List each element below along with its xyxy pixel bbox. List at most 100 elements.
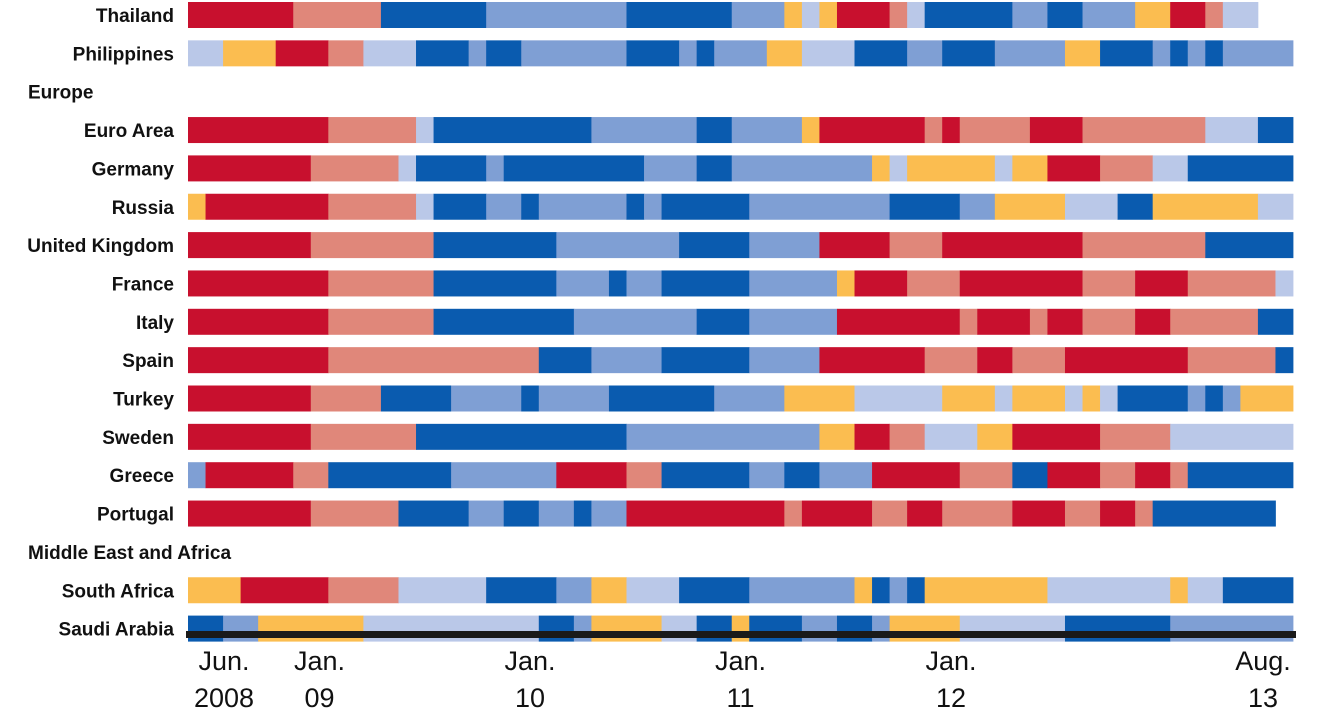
cell-dark-red	[977, 347, 1013, 374]
cell-dark-red	[1029, 117, 1083, 144]
cell-mid-blue	[714, 385, 785, 412]
cell-dark-blue	[416, 40, 470, 67]
cell-mid-blue	[1187, 385, 1206, 412]
cell-salmon	[784, 500, 803, 527]
cell-mid-blue	[538, 385, 610, 412]
x-tick-label: Jan.	[925, 646, 976, 676]
cell-mid-blue	[1222, 385, 1241, 412]
cell-dark-blue	[521, 193, 540, 220]
cell-salmon	[1170, 308, 1259, 335]
cell-mid-blue	[644, 155, 698, 182]
cell-yellow	[942, 385, 996, 412]
cell-light-blue	[994, 155, 1013, 182]
cell-dark-blue	[1205, 40, 1224, 67]
cell-light-blue	[1170, 423, 1294, 450]
cell-dark-red	[854, 270, 908, 297]
row-south-africa: South Africa	[62, 577, 1294, 604]
cell-salmon	[959, 308, 978, 335]
row-spain: Spain	[122, 347, 1294, 374]
cell-yellow	[188, 577, 242, 604]
cell-mid-blue	[1152, 40, 1171, 67]
cell-salmon	[1205, 2, 1224, 28]
cell-light-blue	[1152, 155, 1189, 182]
country-label: Greece	[110, 466, 174, 487]
cell-salmon	[959, 462, 1013, 489]
country-label: Thailand	[96, 6, 174, 27]
cell-salmon	[328, 193, 417, 220]
cell-dark-red	[188, 385, 312, 412]
cell-dark-blue	[608, 270, 627, 297]
cell-mid-blue	[591, 500, 627, 527]
cell-light-blue	[416, 117, 434, 144]
cell-salmon	[1135, 500, 1154, 527]
cell-mid-blue	[486, 193, 522, 220]
cell-dark-blue	[486, 40, 522, 67]
cell-dark-red	[188, 155, 312, 182]
row-united-kingdom: United Kingdom	[27, 232, 1294, 259]
cell-light-blue	[1222, 2, 1259, 28]
x-tick-label: 2008	[194, 683, 254, 713]
cell-dark-red	[188, 423, 312, 450]
cell-salmon	[1170, 462, 1189, 489]
cell-dark-blue	[679, 232, 750, 259]
cell-salmon	[959, 117, 1031, 144]
cell-dark-blue	[696, 117, 733, 144]
cell-dark-blue	[398, 500, 470, 527]
cell-dark-red	[556, 462, 627, 489]
cell-dark-blue	[661, 193, 750, 220]
cell-yellow	[907, 155, 996, 182]
cell-dark-red	[1047, 462, 1101, 489]
cell-salmon	[1082, 232, 1206, 259]
cell-dark-red	[626, 500, 785, 527]
x-tick-label: Jan.	[504, 646, 555, 676]
cell-salmon	[1082, 117, 1206, 144]
cell-dark-red	[977, 308, 1031, 335]
row-turkey: Turkey	[113, 385, 1294, 412]
cell-mid-blue	[486, 155, 505, 182]
cell-dark-blue	[1205, 232, 1294, 259]
cell-mid-blue	[1012, 2, 1048, 28]
cell-dark-red	[1170, 2, 1206, 28]
cell-salmon	[1082, 308, 1136, 335]
cell-dark-blue	[380, 2, 487, 28]
country-label: Philippines	[73, 44, 174, 65]
cell-dark-red	[907, 500, 943, 527]
cell-dark-red	[1135, 462, 1171, 489]
cell-dark-red	[1012, 423, 1101, 450]
cell-mid-blue	[468, 40, 487, 67]
cell-yellow	[994, 193, 1066, 220]
cell-dark-blue	[433, 270, 557, 297]
cell-light-blue	[801, 40, 855, 67]
cell-salmon	[1029, 308, 1048, 335]
country-label: Sweden	[102, 428, 174, 449]
cell-salmon	[626, 462, 662, 489]
cell-dark-red	[275, 40, 329, 67]
cell-light-blue	[801, 2, 820, 28]
cell-dark-blue	[626, 40, 680, 67]
cell-salmon	[889, 232, 943, 259]
cell-dark-blue	[573, 500, 592, 527]
cell-mid-blue	[188, 462, 206, 489]
cell-dark-blue	[784, 462, 820, 489]
cell-dark-blue	[626, 2, 733, 28]
cell-mid-blue	[1082, 2, 1136, 28]
country-label: Russia	[112, 198, 175, 219]
country-label: Spain	[122, 351, 174, 372]
cell-yellow	[924, 577, 1048, 604]
cell-dark-red	[1135, 270, 1189, 297]
cell-dark-blue	[1117, 385, 1189, 412]
cell-salmon	[310, 385, 382, 412]
cell-salmon	[1100, 155, 1154, 182]
cell-yellow	[977, 423, 1013, 450]
cell-dark-red	[240, 577, 329, 604]
cell-mid-blue	[1187, 40, 1206, 67]
cell-salmon	[328, 40, 364, 67]
cell-dark-red	[1047, 155, 1101, 182]
cell-dark-red	[1064, 347, 1189, 374]
x-tick-label: 12	[936, 683, 966, 713]
cell-dark-blue	[1222, 577, 1294, 604]
cell-mid-blue	[626, 270, 662, 297]
cell-yellow	[591, 577, 627, 604]
cell-dark-red	[188, 347, 329, 374]
cell-yellow	[819, 2, 838, 28]
